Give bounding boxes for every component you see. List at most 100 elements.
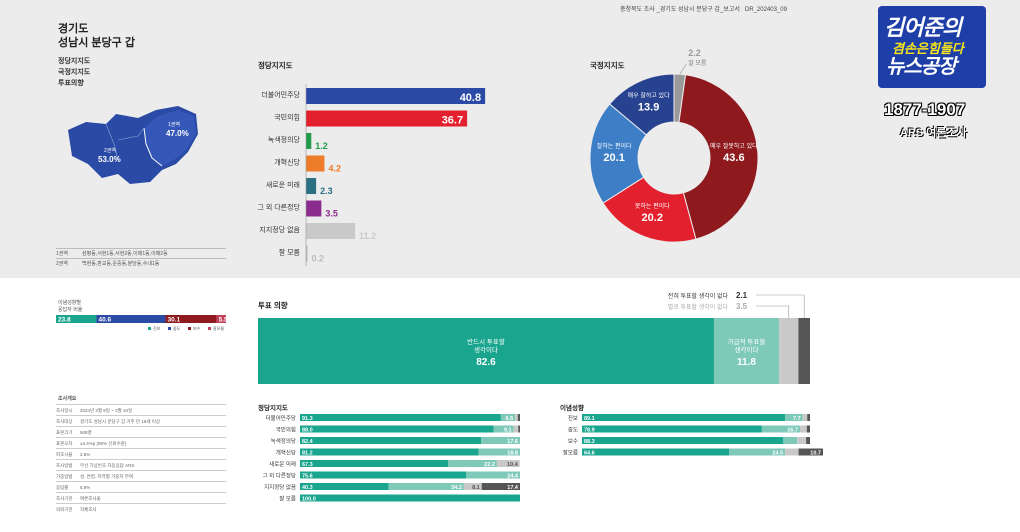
survey-value: 508명 [80,430,92,435]
ideology-segment [56,315,97,323]
legend-swatch [168,327,171,330]
survey-row: 의뢰기관 자체조사 [56,503,226,514]
row-label: 녹색정의당 [271,437,296,445]
leader-line [679,64,687,75]
row-label: 보수 [568,438,578,445]
survey-value: 여론조사꽃 [80,496,101,501]
bar-label: 그 외 다른정당 [257,203,300,212]
row-label: 진보 [568,414,578,422]
survey-key: 표본크기 [56,430,73,435]
bar [306,88,486,104]
vote-label: 반드시 투표할 [467,337,505,346]
stack-segment [513,425,519,433]
stack-segment [799,425,807,433]
stack-segment [517,414,520,421]
survey-value: 3.8% [80,452,91,457]
ideology-ratio-bar: 23.8 40.6 30.1 5.5 진보 중도 보수 잘모름 [56,315,226,331]
bar-value: 11.2 [359,231,376,241]
stack-segment [300,471,467,479]
stack-value: 89.1 [584,416,595,422]
bar-label: 새로운 미래 [266,180,300,189]
vote-segment [713,318,780,384]
stack-segment [729,448,786,456]
region-district: 성남시 분당구 갑 [58,37,135,49]
region-table-row: 2권역 백현동,판교동,운중동,분당동,수내1동 [56,258,226,268]
stack-segment [797,437,807,444]
vote-label: 생각이다 [474,345,498,354]
stack-segment [466,471,520,479]
stack-segment [518,425,520,433]
survey-row: 피조사율 3.8% [56,448,226,459]
stack-value: 17.4 [507,485,519,491]
party-cross-chart: 더불어민주당 91.3 6.5 국민의힘 88.0 9.1 녹색정의당 82.4 17.6 개혁신… [263,414,520,503]
stack-segment [481,483,520,490]
stack-segment [798,448,823,456]
stack-segment [300,437,482,444]
ideology-segment [96,315,166,323]
stack-value: 22.2 [484,462,495,468]
section-item: 정당지지도 [58,58,91,65]
leader-line [756,294,805,318]
stack-value: 17.6 [507,439,518,445]
ideology-value: 23.8 [58,317,71,324]
stack-segment [481,437,520,444]
stack-segment [582,425,762,433]
bar [306,245,308,262]
stack-value: 7.7 [793,416,801,422]
slice-value: 20.1 [603,152,624,164]
stack-value: 88.3 [584,439,595,445]
survey-row: 조사일시 2024년 3월 9일 ~ 3월 10일 [56,404,226,415]
row-label: 국민의힘 [276,426,296,434]
vote-chart-title: 투표 의향 [258,301,288,310]
stack-segment [448,460,497,467]
stack-segment [582,414,786,421]
survey-row: 응답률 5.9% [56,481,226,492]
donut-slice [678,74,759,240]
survey-key: 조사일시 [56,408,73,413]
map-area1-label: 1권역 [168,121,180,128]
stack-segment [785,414,803,421]
survey-value: ±4.4%p (95% 신뢰수준) [80,441,127,446]
stack-segment [806,437,810,444]
section-list: 정당지지도 국정지지도 투표의향 [58,56,90,89]
survey-value: 자체조사 [80,507,97,512]
region-title: 경기도 성남시 분당구 갑 [58,22,135,50]
bar-label: 개혁신당 [274,158,300,167]
bar [306,223,356,239]
slice-label: 매우 잘못하고 있다 [710,142,758,150]
report-header: 충청북도 조사 _경기도 성남시 분당구 갑_보고서 DR_202403_09 [620,7,787,13]
stack-segment [500,414,516,421]
bar-value: 40.8 [460,92,481,104]
ideology-segment [165,315,217,323]
map-area2-value: 53.0% [98,155,121,164]
ideology-cross-title: 이념성향 [560,405,584,412]
party-chart-title: 정당지지도 [258,61,293,70]
legend-name: 진보 [153,325,161,331]
slice-label: 잘하는 편이다 [597,142,632,150]
stack-value: 10.7 [810,450,821,456]
slice-value: 20.2 [642,212,663,224]
row-label: 새로운 미래 [269,460,296,468]
section-item: 투표의향 [58,80,84,87]
bar-value: 3.5 [325,209,338,219]
vote-value: 3.5 [736,302,748,311]
stack-value: 34.2 [451,485,462,491]
survey-value: 경기도 성남시 분당구 갑 거주 만 18세 이상 [80,419,160,424]
region-table-row: 1권역 삼평동,서현1동,서현2동,이매1동,이매2동 [56,248,226,258]
survey-key: 응답률 [56,485,69,490]
survey-key: 피조사율 [56,452,73,457]
vote-label: 가급적 투표할 [728,337,766,346]
legend-swatch [148,327,151,330]
bar [306,110,468,127]
stack-segment [515,414,518,421]
slice-value: 13.9 [638,102,659,114]
survey-row: 가중방법 성, 연령, 지역별 가중치 부여 [56,470,226,481]
section-item: 국정지지도 [58,69,91,76]
map-area2-label: 2권역 [104,147,116,154]
stack-segment [806,425,810,433]
slice-label: 매우 잘하고 있다 [628,92,670,100]
stack-value: 18.8 [507,450,518,456]
stack-segment [802,414,808,421]
stack-value: 81.2 [302,450,313,456]
bar [306,155,325,172]
